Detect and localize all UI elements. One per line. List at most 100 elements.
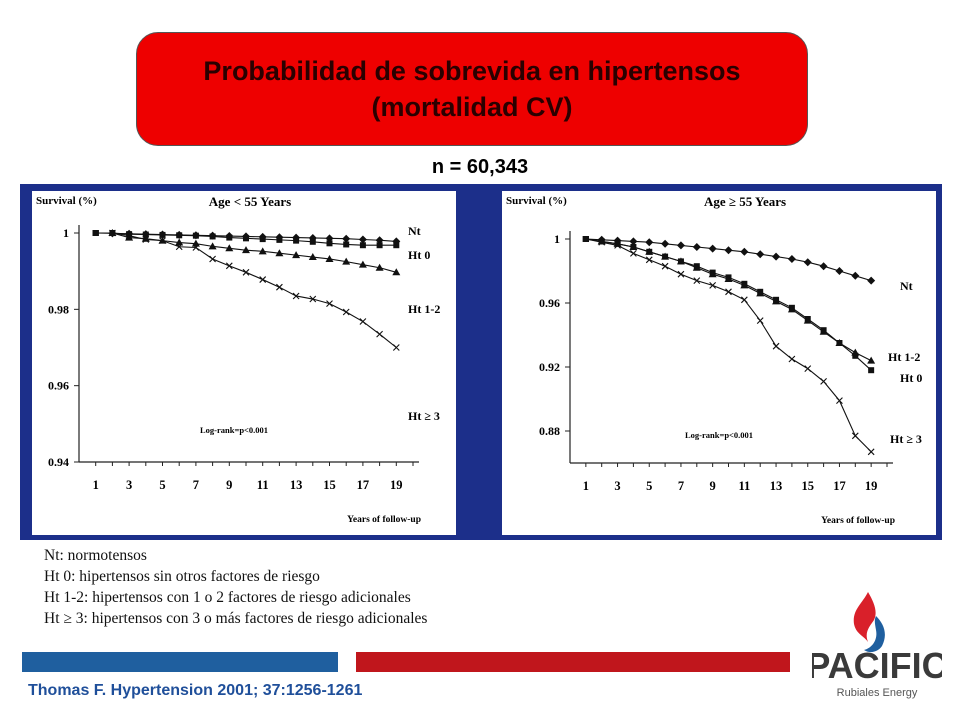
data-point-nt [661,239,670,248]
data-point-ht-1-2 [661,252,670,260]
data-point-ht-1-2 [645,247,654,255]
data-point-nt [867,276,876,285]
data-point-ht-3 [242,268,250,276]
data-point-nt [819,262,828,271]
y-tick-label: 1 [554,232,560,246]
data-point-ht-3 [109,229,116,237]
data-point-ht-1-2 [225,244,234,252]
data-point-nt [740,247,749,256]
x-tick-label: 5 [159,478,165,492]
x-tick-label: 5 [646,479,652,493]
title-line-1: Probabilidad de sobrevida en hipertensos [203,56,741,86]
series-label-ht-3: Ht ≥ 3 [890,432,922,446]
x-tick-label: 1 [583,479,589,493]
data-point-nt [851,271,860,280]
series-label-ht-1-2: Ht 1-2 [888,350,920,364]
data-point-ht-3 [376,330,383,338]
data-point-nt [787,255,796,263]
data-point-ht-3 [788,355,796,363]
x-tick-label: 7 [193,478,199,492]
data-point-nt [803,258,812,267]
series-label-nt: Nt [408,224,421,238]
data-point-ht-0 [393,242,400,249]
data-point-ht-1-2 [740,281,749,289]
data-point-ht-1-2 [851,348,860,356]
data-point-ht-3 [851,432,859,440]
data-point-ht-0 [226,234,233,241]
data-point-ht-1-2 [772,297,781,305]
legend-notes: Nt: normotensos Ht 0: hipertensos sin ot… [44,545,427,629]
data-point-ht-3 [836,397,843,404]
x-tick-label: 19 [865,479,878,493]
x-tick-label: 17 [833,479,846,493]
x-axis-label: Years of follow-up [821,516,895,526]
pacific-logo: PACIFIC Rubiales Energy [812,592,942,699]
x-tick-label: 13 [290,478,303,492]
legend-nt: Nt: normotensos [44,547,147,564]
data-point-ht-0 [359,242,366,249]
x-tick-label: 3 [614,479,620,493]
legend-ht3: Ht ≥ 3: hipertensos con 3 o más factores… [44,610,428,627]
data-point-ht-3 [142,236,150,243]
data-point-ht-1-2 [392,268,401,276]
data-point-ht-3 [756,317,764,324]
chart-title: Age < 55 Years [209,194,291,209]
data-point-ht-3 [209,255,216,263]
data-point-ht-0 [259,236,266,243]
x-tick-label: 15 [802,479,815,493]
data-point-ht-3 [359,318,367,325]
y-tick-label: 0.98 [48,302,69,316]
series-label-ht-3: Ht ≥ 3 [408,409,440,423]
y-tick-label: 1 [63,226,69,240]
data-point-ht-3 [259,276,267,283]
data-point-ht-0 [852,352,859,359]
data-point-ht-3 [772,342,780,350]
log-rank-annotation: Log-rank=p<0.001 [685,430,753,440]
data-point-ht-0 [326,240,333,247]
data-point-ht-3 [645,256,653,264]
data-point-ht-1-2 [208,242,217,250]
data-point-ht-3 [709,282,717,289]
y-tick-label: 0.94 [48,455,69,469]
data-point-nt [724,246,733,255]
y-tick-label: 0.92 [539,360,560,374]
data-point-ht-1-2 [342,257,351,265]
x-tick-label: 11 [257,478,269,492]
series-line-ht-3 [585,238,872,453]
x-tick-label: 11 [738,479,750,493]
data-point-ht-0 [192,232,199,239]
series-label-ht-0: Ht 0 [900,371,922,385]
data-point-ht-1-2 [292,251,301,259]
data-point-nt [756,250,765,259]
logo-name: PACIFIC [812,645,942,686]
title-banner: Probabilidad de sobrevida en hipertensos… [136,32,808,146]
data-point-ht-3 [92,230,99,236]
log-rank-annotation: Log-rank=p<0.001 [200,425,268,435]
data-point-ht-3 [309,295,317,303]
data-point-nt [342,234,351,243]
sample-size: n = 60,343 [431,156,529,178]
legend-ht12: Ht 1-2: hipertensos con 1 o 2 factores d… [44,589,411,606]
data-point-ht-3 [225,262,233,270]
data-point-ht-3 [582,236,589,242]
data-point-ht-1-2 [629,243,638,250]
data-point-ht-0 [142,231,149,238]
x-tick-label: 9 [226,478,232,492]
data-point-ht-3 [175,243,183,251]
data-point-nt [629,237,638,246]
data-point-ht-3 [292,292,300,300]
data-point-nt [708,244,717,253]
x-tick-label: 13 [770,479,783,493]
legend-ht0: Ht 0: hipertensos sin otros factores de … [44,568,320,585]
x-axis-label: Years of follow-up [347,515,421,525]
data-point-ht-0 [209,233,216,240]
data-point-ht-3 [392,344,400,351]
data-point-ht-1-2 [708,270,717,278]
data-point-ht-3 [677,270,685,278]
data-point-ht-3 [159,237,166,245]
x-tick-label: 3 [126,478,132,492]
data-point-nt [358,235,367,244]
data-point-ht-1-2 [803,316,812,324]
data-point-ht-1-2 [676,257,685,265]
y-tick-label: 0.96 [48,379,69,393]
